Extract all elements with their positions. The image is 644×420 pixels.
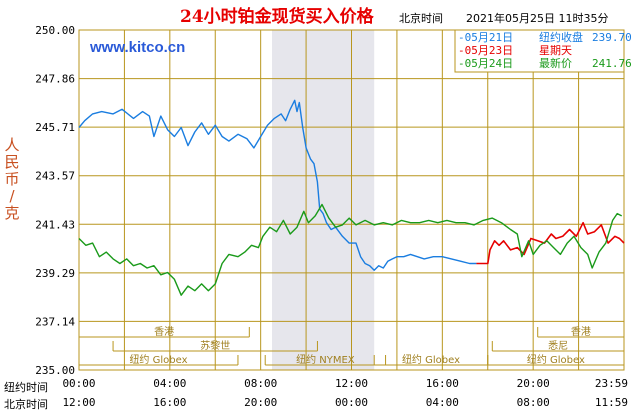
grid-lines — [79, 30, 624, 370]
nymex-session-shade — [272, 30, 375, 370]
session-label: 纽约 NYMEX — [296, 353, 355, 366]
y-tick-label: 245.71 — [35, 121, 75, 134]
legend-label: 纽约收盘 — [539, 30, 583, 44]
x-tick-bj: 12:00 — [62, 396, 95, 409]
x-tick-ny: 23:59 — [595, 377, 628, 390]
session-label: 纽约 Globex — [527, 353, 585, 366]
x-tick-ny: 20:00 — [517, 377, 550, 390]
x-tick-bj: 08:00 — [517, 396, 550, 409]
series-line-0523 — [476, 221, 625, 265]
x-tick-ny: 04:00 — [153, 377, 186, 390]
legend: -05月21日 纽约收盘 239.70 -05月23日 星期天 -05月24日 最新价 241… — [454, 29, 632, 73]
y-axis-label-char: 民 — [4, 153, 19, 171]
x-axis-ticks: 00:00 12:00 04:00 16:00 08:00 20:00 12:00 00:00… — [62, 377, 628, 409]
y-tick-label: 243.57 — [35, 170, 75, 183]
session-label: 纽约 Globex — [402, 353, 460, 366]
legend-date: -05月23日 — [458, 44, 513, 57]
session-label: 苏黎世 — [200, 339, 230, 352]
session-label: 纽约 Globex — [129, 353, 187, 366]
legend-label: 最新价 — [539, 56, 572, 70]
session-label: 香港 — [154, 326, 174, 338]
x-tick-ny: 00:00 — [62, 377, 95, 390]
y-axis-ticks: 250.00 247.86 245.71 243.57 241.43 239.29 237.… — [35, 24, 75, 377]
x-tick-bj: 20:00 — [244, 396, 277, 409]
x-tick-ny: 16:00 — [426, 377, 459, 390]
y-axis-label-char: 克 — [4, 204, 19, 222]
legend-value: 239.70 — [592, 31, 632, 44]
plot-frame — [78, 29, 625, 371]
legend-date: -05月21日 — [458, 31, 513, 44]
x-tick-bj: 04:00 — [426, 396, 459, 409]
series-line-0521 — [78, 99, 477, 271]
y-axis-label-char: 币 — [4, 170, 19, 188]
series-line-0524 — [78, 203, 623, 296]
x-tick-ny: 08:00 — [244, 377, 277, 390]
x-tick-ny: 12:00 — [335, 377, 368, 390]
legend-box — [454, 29, 625, 73]
y-tick-label: 235.00 — [35, 364, 75, 377]
legend-value: 241.76 — [592, 57, 632, 70]
kitco-url: www.kitco.cn — [89, 39, 185, 56]
chart-title: 24小时铂金现货买入价格 — [180, 6, 375, 27]
bj-time-label: 北京时间 — [4, 397, 48, 411]
y-axis-label-char: / — [9, 187, 15, 205]
y-tick-label: 250.00 — [35, 24, 75, 37]
y-axis-label-char: 人 — [4, 136, 19, 154]
session-label: 悉尼 — [548, 340, 568, 352]
y-tick-label: 237.14 — [35, 315, 75, 328]
x-tick-bj: 16:00 — [153, 396, 186, 409]
beijing-time-label: 北京时间 — [399, 11, 443, 25]
legend-date: -05月24日 — [458, 57, 513, 70]
timestamp: 2021年05月25日 11时35分 — [466, 11, 608, 25]
y-axis-label: 人民币/克 — [4, 136, 19, 222]
series-layer — [78, 99, 625, 296]
y-tick-label: 247.86 — [35, 73, 75, 86]
legend-label: 星期天 — [539, 44, 572, 57]
x-tick-bj: 11:59 — [595, 396, 628, 409]
y-tick-label: 241.43 — [35, 218, 75, 231]
session-label: 香港 — [571, 326, 591, 338]
y-tick-label: 239.29 — [35, 267, 75, 280]
ny-time-label: 纽约时间 — [4, 380, 48, 394]
x-tick-bj: 00:00 — [335, 396, 368, 409]
